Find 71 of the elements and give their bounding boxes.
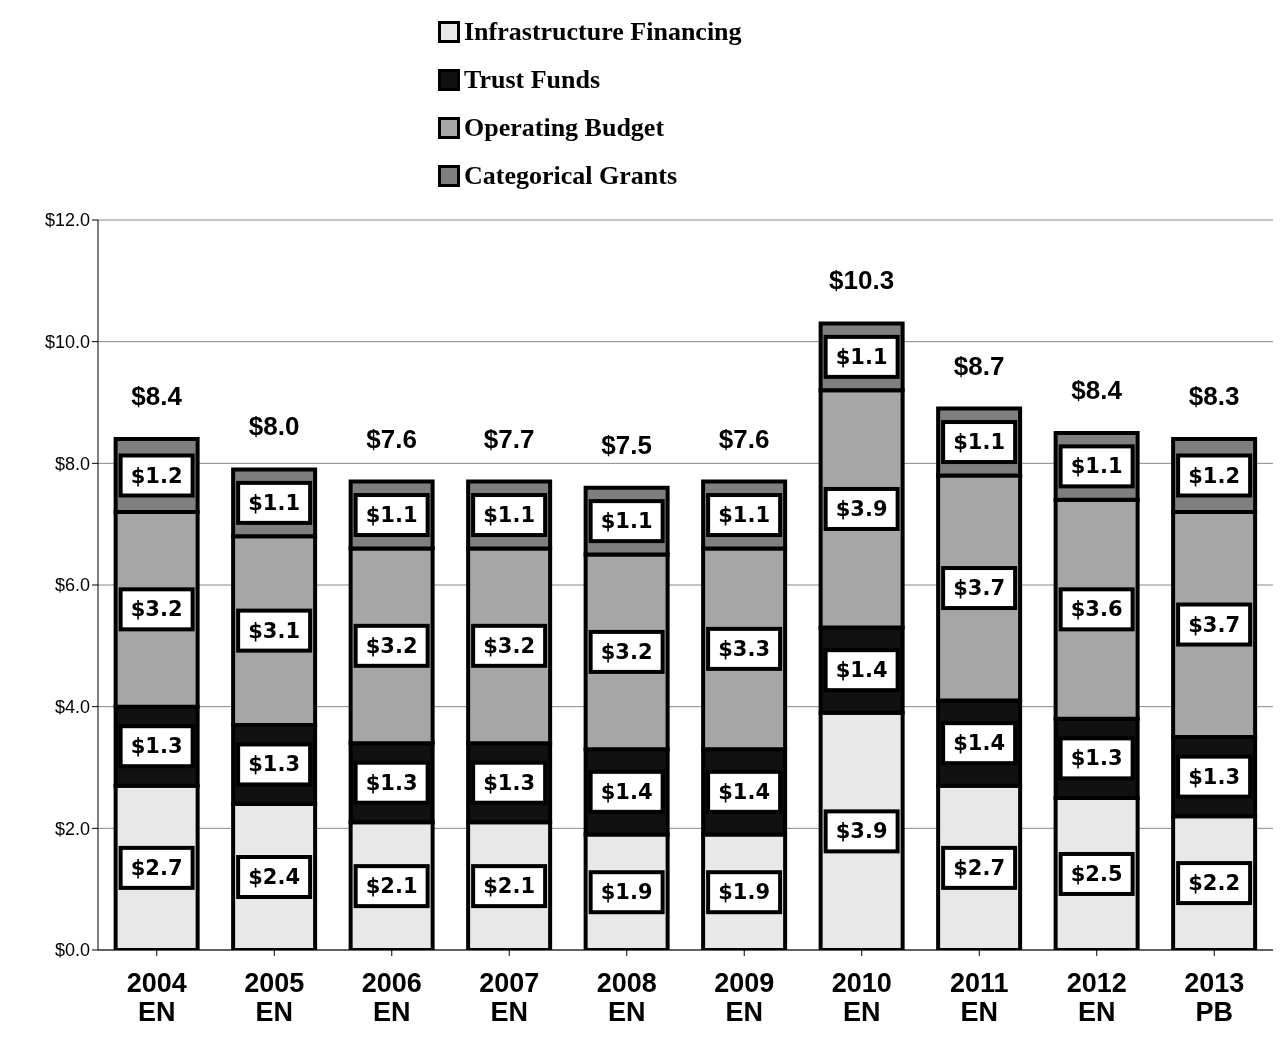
total-label: $7.5 [601, 429, 652, 460]
y-tick-label: $8.0 [54, 453, 90, 474]
data-label: $1.2 [1188, 463, 1241, 488]
data-label: $3.9 [835, 819, 888, 844]
legend-label: Trust Funds [464, 65, 601, 95]
data-label: $3.7 [953, 576, 1006, 601]
data-label: $1.1 [365, 503, 418, 528]
y-tick-label: $10.0 [44, 332, 90, 353]
total-label: $8.7 [953, 350, 1005, 381]
total-label: $7.6 [718, 423, 770, 454]
data-label: $3.9 [835, 496, 888, 521]
data-label: $1.1 [835, 344, 888, 369]
data-label: $2.7 [953, 855, 1006, 880]
data-label: $1.3 [483, 770, 536, 795]
x-tick-label: 2013 PB [1184, 968, 1245, 1027]
total-label: $7.6 [366, 423, 417, 454]
legend-label: Operating Budget [464, 113, 665, 143]
data-label: $1.1 [483, 503, 536, 528]
x-tick-label: 2009 EN [714, 968, 775, 1027]
total-label: $8.4 [131, 381, 183, 411]
data-label: $2.2 [1188, 871, 1241, 896]
legend-label: Infrastructure Financing [464, 17, 742, 47]
data-label: $1.3 [365, 770, 418, 795]
data-label: $2.1 [365, 874, 418, 899]
x-tick-label: 2012 EN [1066, 968, 1127, 1027]
x-tick-label: 2011 EN [949, 968, 1009, 1027]
data-label: $1.2 [130, 463, 183, 488]
data-label: $1.3 [130, 734, 183, 759]
data-label: $1.1 [1070, 454, 1123, 479]
data-label: $3.7 [1188, 612, 1241, 637]
total-label: $7.7 [483, 423, 535, 454]
total-label: $8.4 [1071, 374, 1123, 405]
data-label: $1.1 [718, 503, 771, 528]
x-tick-label: 2008 EN [596, 968, 657, 1027]
data-label: $3.6 [1070, 597, 1123, 622]
data-label: $3.2 [130, 597, 183, 622]
data-label: $3.3 [718, 636, 771, 661]
data-label: $1.1 [953, 430, 1006, 455]
data-label: $3.1 [248, 618, 301, 643]
y-tick-label: $4.0 [54, 697, 90, 718]
y-tick-label: $12.0 [44, 210, 90, 231]
data-label: $1.9 [600, 880, 653, 905]
x-tick-label: 2005 EN [244, 968, 305, 1027]
data-label: $1.1 [600, 509, 653, 534]
data-label: $1.9 [718, 880, 771, 905]
data-label: $2.4 [248, 865, 301, 889]
data-label: $2.7 [130, 855, 183, 880]
total-label: $10.3 [829, 265, 895, 296]
data-label: $1.4 [718, 779, 771, 804]
data-label: $1.4 [600, 779, 653, 804]
data-label: $1.4 [835, 658, 888, 683]
data-label: $3.2 [483, 633, 536, 658]
y-tick-label: $0.0 [54, 940, 90, 961]
data-label: $3.2 [365, 633, 418, 658]
data-label: $1.1 [248, 490, 301, 515]
x-tick-label: 2007 EN [479, 968, 540, 1027]
data-label: $1.3 [248, 752, 301, 777]
data-label: $1.4 [953, 731, 1006, 756]
data-label: $2.1 [483, 874, 536, 899]
y-tick-label: $6.0 [54, 575, 90, 596]
y-tick-label: $2.0 [54, 818, 90, 839]
x-tick-label: 2010 EN [831, 968, 892, 1027]
x-tick-label: 2004 EN [126, 968, 187, 1027]
legend-label: Categorical Grants [464, 161, 678, 191]
data-label: $2.5 [1070, 861, 1123, 886]
total-label: $8.3 [1188, 381, 1240, 411]
data-label: $1.3 [1188, 764, 1241, 789]
data-label: $3.2 [600, 639, 653, 664]
x-tick-label: 2006 EN [361, 968, 422, 1027]
data-label: $1.3 [1070, 746, 1123, 771]
total-label: $8.0 [248, 411, 300, 442]
